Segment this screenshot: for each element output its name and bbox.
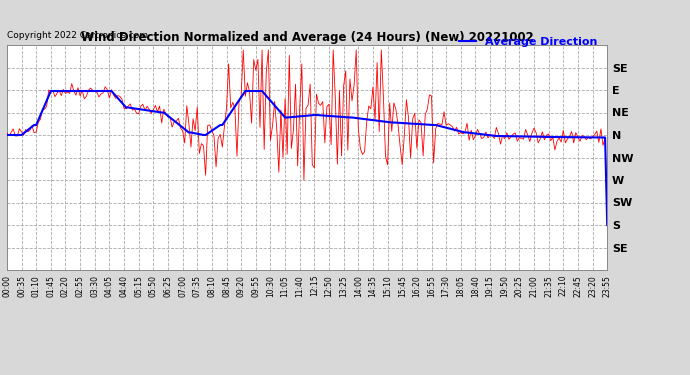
Text: Copyright 2022 Cartronics.com: Copyright 2022 Cartronics.com: [7, 32, 148, 40]
Legend: Average Direction: Average Direction: [455, 33, 602, 51]
Title: Wind Direction Normalized and Average (24 Hours) (New) 20221002: Wind Direction Normalized and Average (2…: [81, 31, 533, 44]
